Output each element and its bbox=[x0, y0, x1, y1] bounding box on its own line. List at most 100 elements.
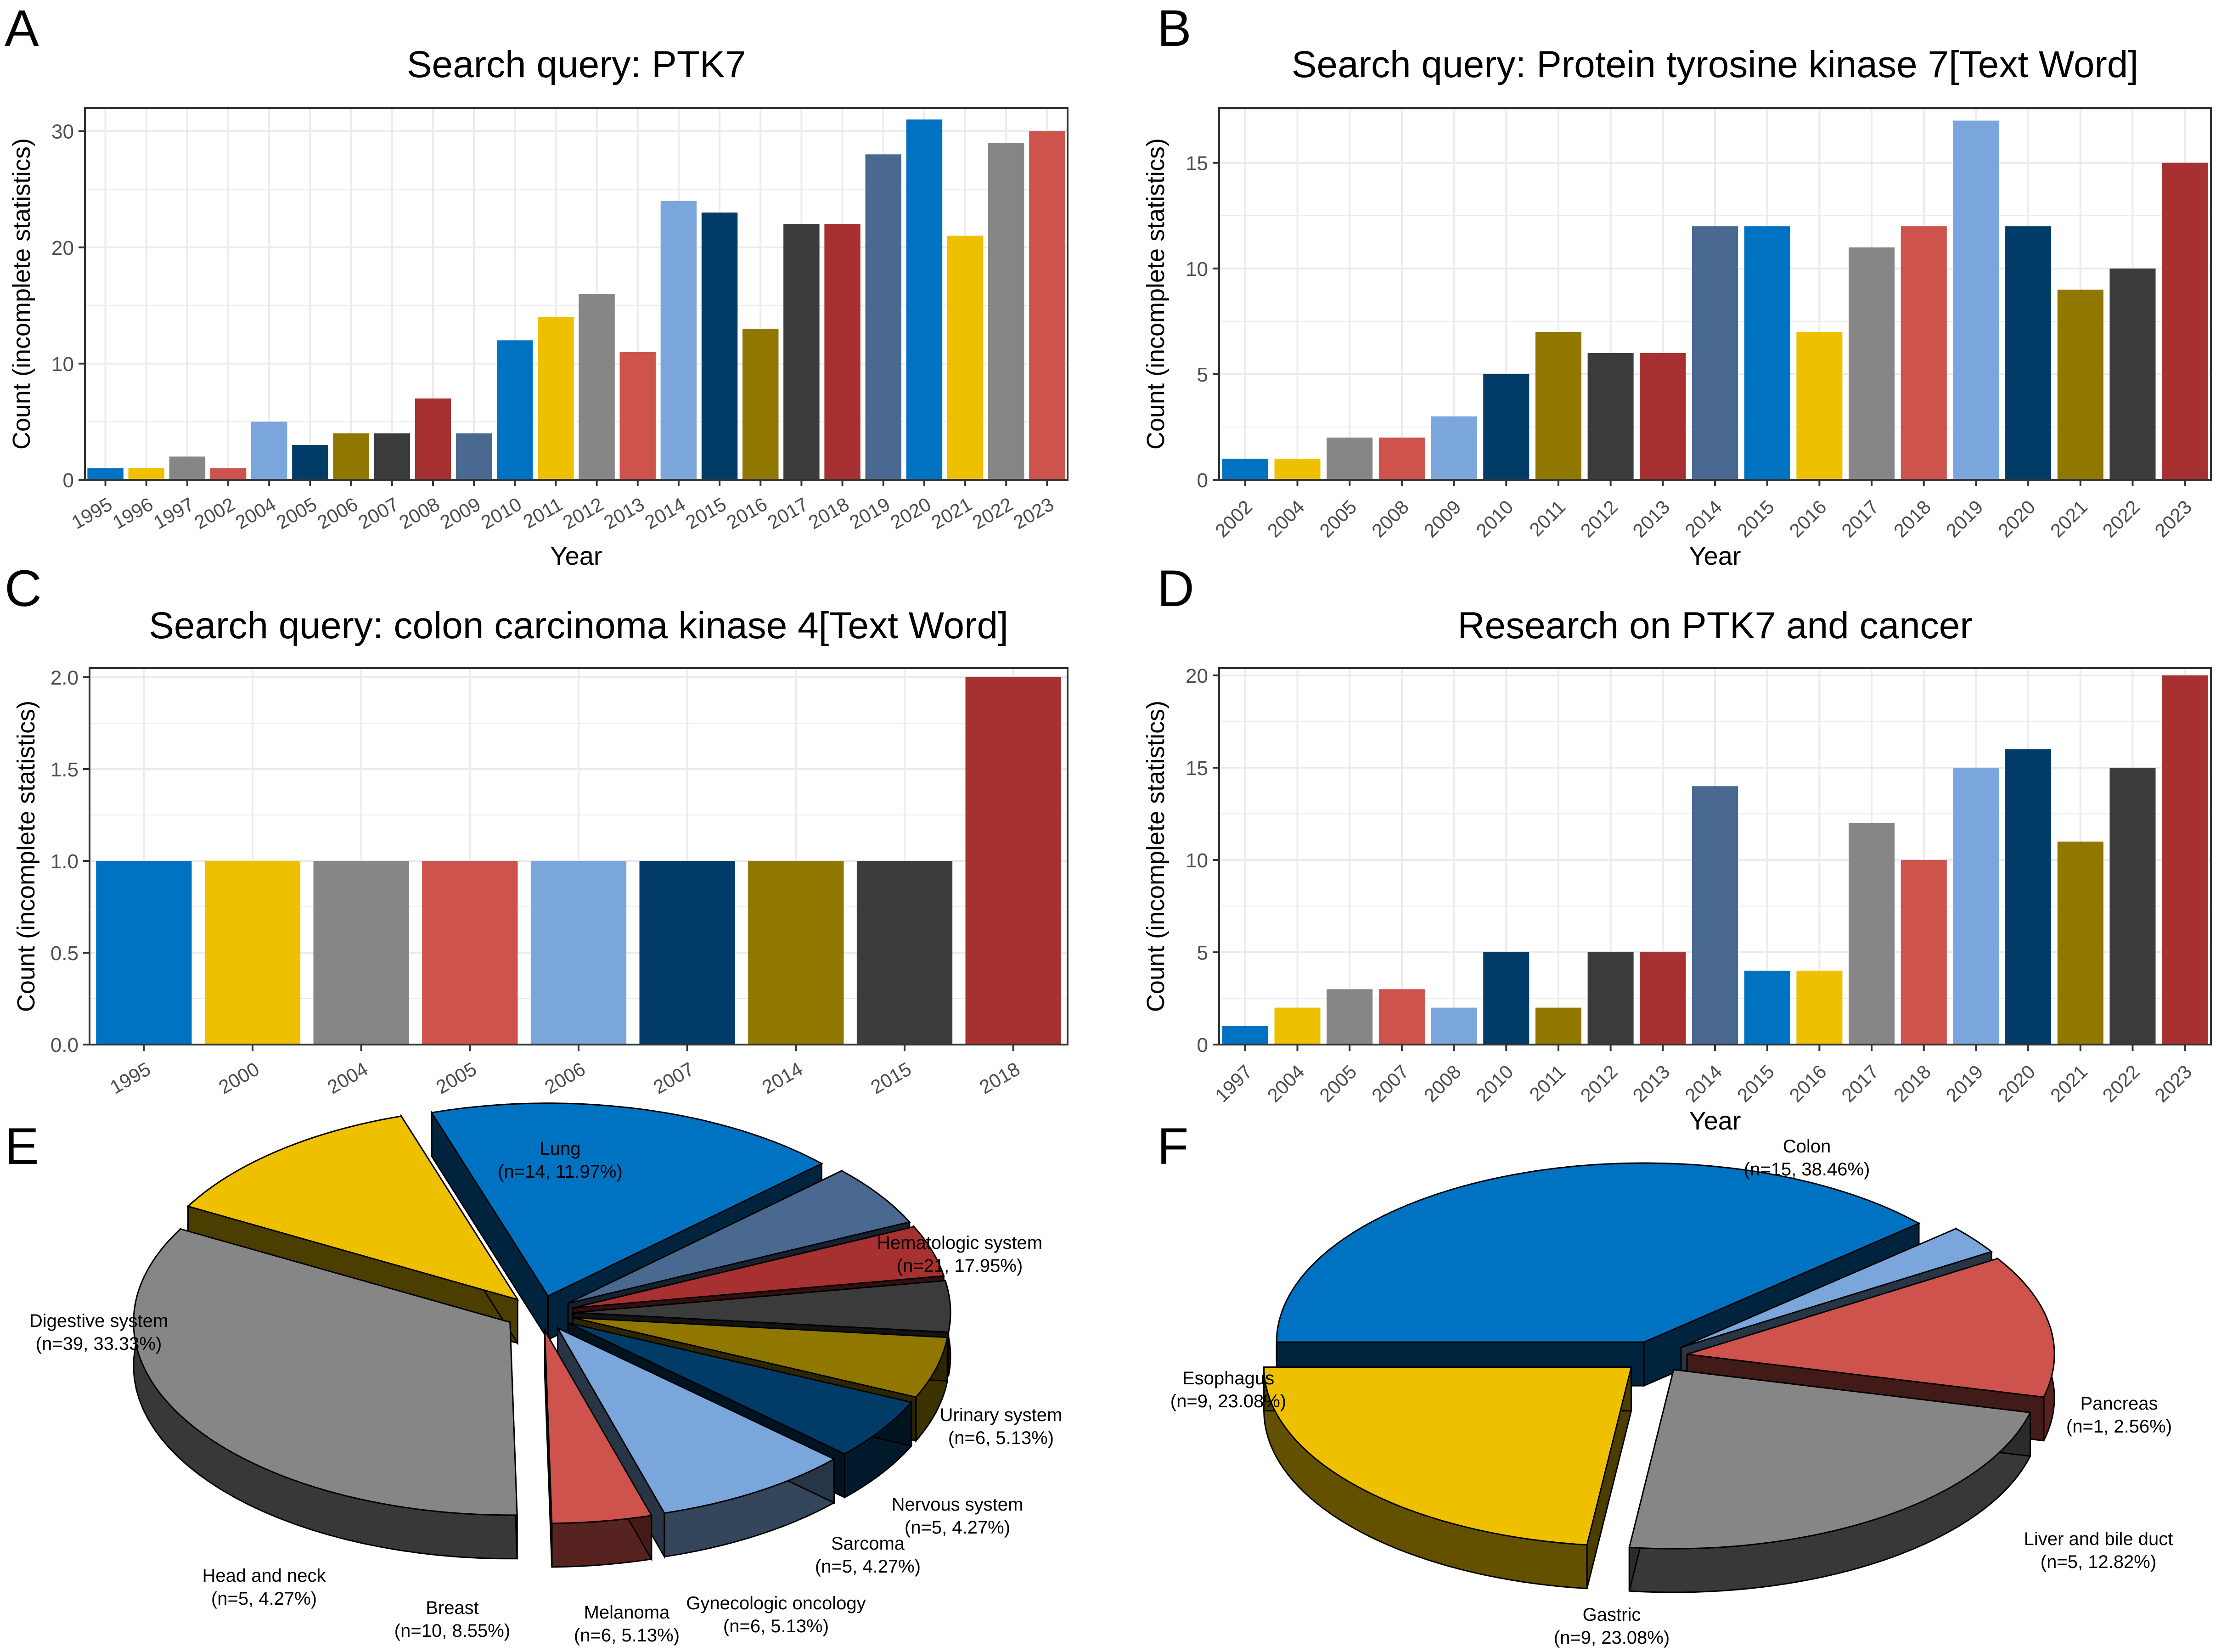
bar-2017 bbox=[783, 224, 820, 480]
slice-label-hematologic-system: Hematologic system bbox=[877, 1233, 1042, 1253]
x-tick-label: 2015 bbox=[1733, 1061, 1778, 1106]
bar-2015 bbox=[1744, 971, 1790, 1045]
pie-slice-digestive-system bbox=[133, 1228, 518, 1516]
y-axis-title: Count (incomplete statistics) bbox=[1142, 701, 1170, 1012]
panel-label: B bbox=[1157, 0, 1192, 57]
y-tick-label: 20 bbox=[1186, 665, 1208, 687]
bar-2022 bbox=[988, 142, 1024, 480]
x-axis-title: Year bbox=[550, 541, 602, 570]
bar-2019 bbox=[865, 154, 901, 480]
bar-2016 bbox=[1796, 332, 1843, 480]
pie-slice-melanoma bbox=[568, 1322, 913, 1455]
x-tick-label: 1997 bbox=[1211, 1061, 1256, 1106]
slice-detail-urinary-system: (n=6, 5.13%) bbox=[948, 1428, 1054, 1448]
bar-1997 bbox=[1222, 1026, 1268, 1045]
x-tick-label: 2010 bbox=[477, 493, 525, 533]
x-tick-label: 2022 bbox=[968, 493, 1016, 533]
y-tick-label: 20 bbox=[51, 237, 74, 259]
x-tick-label: 2021 bbox=[2046, 1061, 2092, 1106]
slice-detail-sarcoma: (n=5, 4.27%) bbox=[815, 1556, 921, 1577]
panel-label: F bbox=[1157, 1118, 1188, 1175]
x-tick-label: 2007 bbox=[354, 493, 402, 533]
bar-2006 bbox=[530, 861, 627, 1045]
x-tick-label: 2009 bbox=[436, 493, 484, 533]
y-tick-label: 10 bbox=[51, 353, 74, 376]
bar-2017 bbox=[1849, 823, 1895, 1045]
x-tick-label: 2014 bbox=[758, 1058, 806, 1098]
bar-1995 bbox=[87, 468, 124, 480]
x-tick-label: 2016 bbox=[1785, 1061, 1830, 1106]
x-tick-label: 2022 bbox=[2098, 1061, 2144, 1106]
slice-detail-lung: (n=14, 11.97%) bbox=[498, 1162, 623, 1182]
x-tick-label: 2014 bbox=[1681, 1061, 1726, 1106]
x-tick-label: 2018 bbox=[1890, 496, 1935, 541]
panel-label: A bbox=[5, 0, 39, 57]
x-tick-label: 2020 bbox=[1994, 496, 2039, 541]
panel-label: C bbox=[5, 560, 42, 617]
y-tick-label: 0.5 bbox=[51, 942, 79, 965]
x-axis-title: Year bbox=[1689, 541, 1741, 570]
pie-slice-lung bbox=[186, 1115, 519, 1301]
bar-2010 bbox=[497, 340, 533, 480]
x-tick-label: 2014 bbox=[641, 493, 689, 533]
x-tick-label: 2016 bbox=[1785, 496, 1830, 541]
y-tick-label: 0 bbox=[1197, 1034, 1208, 1056]
x-tick-label: 2017 bbox=[1837, 496, 1883, 541]
bar-2018 bbox=[965, 677, 1061, 1045]
slice-detail-esophagus: (n=9, 23.08%) bbox=[1170, 1391, 1286, 1411]
y-axis-title: Count (incomplete statistics) bbox=[1142, 138, 1170, 450]
x-tick-label: 2017 bbox=[764, 493, 811, 533]
x-tick-label: 2015 bbox=[682, 493, 730, 533]
x-tick-label: 2013 bbox=[600, 493, 648, 533]
bar-chart-d: D Research on PTK7 and cancer 0 5 10 15 20 1997… bbox=[1142, 560, 2212, 1135]
slice-label-liver-and-bile-duct: Liver and bile duct bbox=[2024, 1529, 2173, 1549]
pie-slice-head-and-neck bbox=[544, 1330, 653, 1524]
slice-label-gastric: Gastric bbox=[1583, 1605, 1641, 1625]
x-tick-label: 2019 bbox=[1941, 496, 1987, 541]
x-tick-label: 1996 bbox=[109, 493, 157, 533]
slice-label-esophagus: Esophagus bbox=[1182, 1368, 1274, 1388]
bar-2006 bbox=[333, 433, 369, 480]
bar-2010 bbox=[1483, 374, 1530, 480]
bar-2011 bbox=[1535, 332, 1581, 480]
y-tick-label: 0.0 bbox=[51, 1034, 79, 1056]
x-tick-label: 2021 bbox=[2046, 496, 2092, 541]
x-tick-label: 2008 bbox=[1420, 1061, 1465, 1106]
x-tick-label: 2013 bbox=[1628, 1061, 1674, 1106]
bar-2022 bbox=[2109, 768, 2156, 1045]
bar-2012 bbox=[1587, 353, 1634, 480]
x-tick-label: 2023 bbox=[1009, 493, 1057, 533]
bar-1997 bbox=[169, 456, 206, 480]
bar-2022 bbox=[2109, 268, 2156, 480]
x-tick-label: 2012 bbox=[1576, 1061, 1622, 1106]
x-tick-label: 2004 bbox=[231, 493, 279, 533]
y-tick-label: 0 bbox=[1197, 469, 1208, 492]
bar-2011 bbox=[1535, 1007, 1581, 1045]
chart-title: Search query: colon carcinoma kinase 4[T… bbox=[149, 605, 1008, 646]
x-tick-label: 2023 bbox=[2150, 1061, 2196, 1106]
bar-2004 bbox=[1274, 458, 1321, 480]
y-tick-label: 1.5 bbox=[51, 759, 79, 781]
bar-chart-b: B Search query: Protein tyrosine kinase 7… bbox=[1142, 0, 2212, 570]
bar-2008 bbox=[415, 398, 451, 480]
bar-2005 bbox=[1327, 437, 1373, 480]
bar-2014 bbox=[1692, 226, 1738, 480]
bar-2011 bbox=[538, 317, 574, 480]
pie-slice-nervous-system bbox=[572, 1225, 945, 1309]
x-tick-label: 2005 bbox=[432, 1058, 480, 1098]
bar-2014 bbox=[748, 861, 844, 1045]
bar-1995 bbox=[96, 861, 192, 1045]
slice-detail-head-and-neck: (n=5, 4.27%) bbox=[211, 1589, 317, 1609]
pie-slice-urinary-system bbox=[568, 1170, 911, 1304]
x-tick-label: 2018 bbox=[805, 493, 853, 533]
bar-2015 bbox=[701, 212, 738, 480]
slice-detail-colon: (n=15, 38.46%) bbox=[1744, 1159, 1870, 1180]
slice-label-urinary-system: Urinary system bbox=[940, 1405, 1063, 1425]
x-tick-label: 2016 bbox=[723, 493, 770, 533]
x-tick-label: 2010 bbox=[1472, 1061, 1517, 1106]
x-tick-label: 2009 bbox=[1420, 496, 1465, 541]
x-tick-label: 2005 bbox=[272, 493, 320, 533]
bar-2013 bbox=[1640, 952, 1686, 1045]
